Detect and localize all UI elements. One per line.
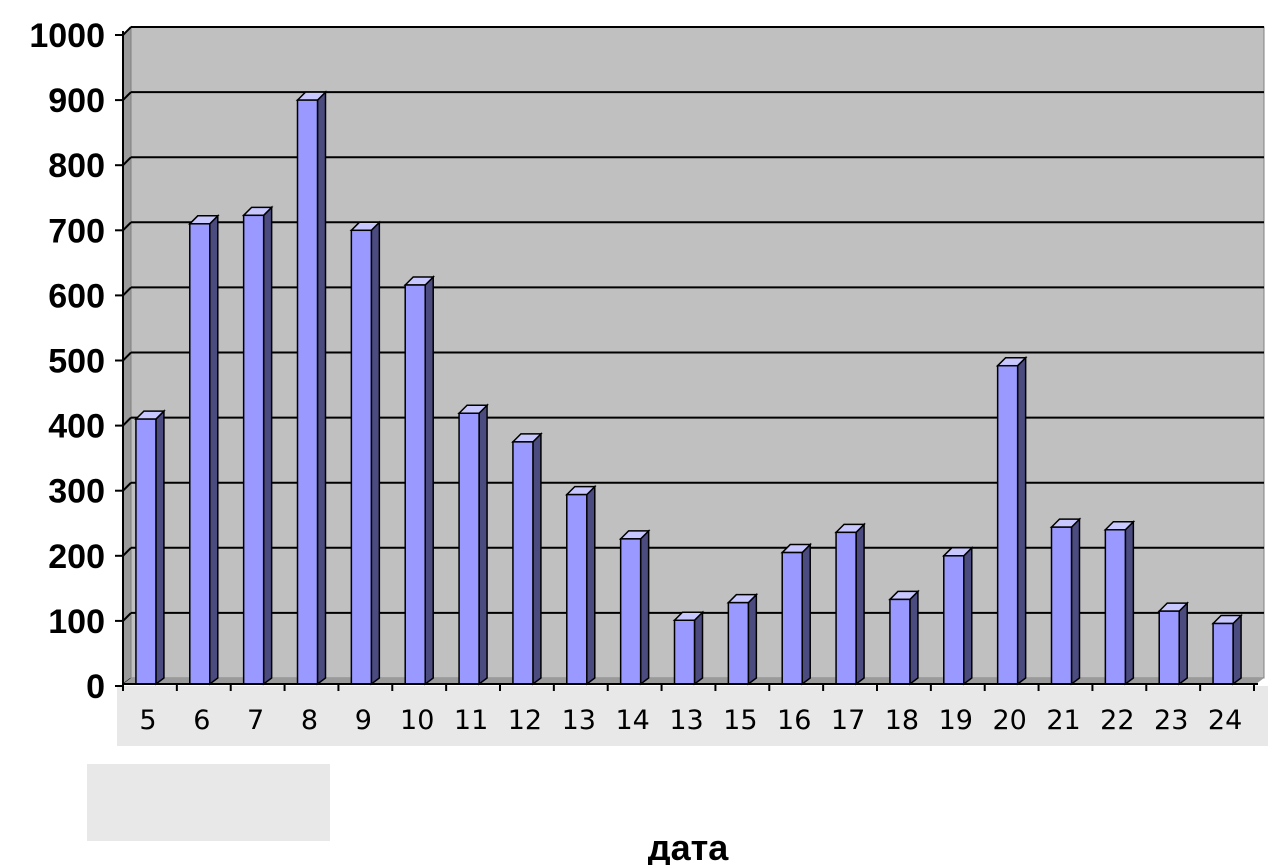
gridline-side (122, 351, 132, 362)
bar (457, 403, 489, 686)
x-tick-label: 13 (669, 705, 703, 736)
bar (726, 592, 759, 686)
x-tick-label: 17 (831, 705, 865, 736)
gridline-side (122, 286, 132, 297)
y-tick-label: 100 (48, 603, 105, 641)
x-tick-label-band (117, 686, 1268, 746)
y-tick-label: 500 (48, 343, 105, 381)
y-tick-label: 400 (48, 408, 105, 446)
x-axis-tick-labels: 5 6 7 8 9 10 11 12 13 14 13 15 16 17 18 19 20 21 22 23 24 (139, 705, 1242, 736)
y-tick-label: 1000 (29, 17, 105, 55)
x-tick-label: 6 (193, 705, 210, 736)
x-tick-label: 5 (139, 705, 156, 736)
gridline-side (122, 481, 132, 492)
bar (349, 220, 382, 686)
y-tick-label: 700 (48, 212, 105, 250)
x-tick-label: 19 (939, 705, 973, 736)
bar (995, 355, 1028, 686)
y-tick-label: 900 (48, 82, 105, 120)
bar (1103, 519, 1136, 686)
gridline-side (122, 221, 132, 232)
x-tick-label: 9 (355, 705, 372, 736)
y-tick-label: 0 (86, 668, 105, 706)
axes (115, 31, 1258, 691)
y-axis-tick-labels: 0 100 200 300 400 500 600 700 800 900 1000 (29, 17, 105, 706)
gridline-side (122, 156, 132, 166)
bar (1211, 613, 1243, 686)
x-tick-label: 24 (1208, 705, 1242, 736)
x-tick-label: 22 (1100, 705, 1134, 736)
x-tick-label: 14 (615, 705, 649, 736)
x-tick-label: 11 (454, 705, 488, 736)
x-tick-label: 15 (723, 705, 757, 736)
x-tick-label: 12 (508, 705, 542, 736)
gridline-side (122, 26, 132, 36)
x-tick-label: 10 (400, 705, 434, 736)
x-tick-label: 21 (1046, 705, 1080, 736)
bar (511, 432, 543, 686)
bar (1157, 601, 1190, 686)
bar (295, 90, 328, 686)
bar (888, 589, 920, 686)
bar (1049, 517, 1082, 686)
y-tick-label: 800 (48, 147, 105, 185)
x-tick-label: 8 (301, 705, 318, 736)
y-tick-label: 300 (48, 473, 105, 511)
bar (941, 545, 974, 686)
bar (134, 409, 166, 686)
bar (403, 275, 436, 686)
gridline-side (122, 91, 132, 101)
x-tick-label: 13 (562, 705, 596, 736)
x-tick-label: 23 (1154, 705, 1188, 736)
gridline-side (122, 416, 132, 427)
bars (134, 90, 1243, 686)
gridline-side (122, 612, 132, 622)
legend-placeholder (87, 764, 330, 841)
bar (187, 213, 220, 686)
x-tick-label: 16 (777, 705, 811, 736)
x-tick-label: 20 (992, 705, 1026, 736)
x-tick-label: 18 (885, 705, 919, 736)
bar (780, 542, 813, 686)
bar (241, 205, 274, 686)
y-tick-label: 600 (48, 277, 105, 315)
bar (564, 484, 597, 686)
bar (618, 529, 651, 686)
x-tick-label: 7 (247, 705, 264, 736)
bar (834, 522, 866, 686)
plot-area (122, 25, 1265, 685)
y-tick-label: 200 (48, 538, 105, 576)
x-axis-title: дата (648, 827, 730, 865)
gridline-side (122, 547, 132, 557)
bar (672, 610, 705, 686)
